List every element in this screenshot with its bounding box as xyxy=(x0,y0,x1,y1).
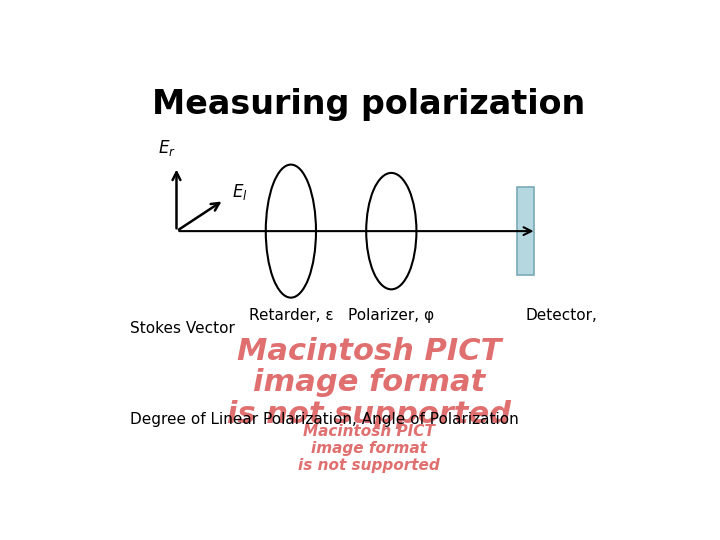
Text: Degree of Linear Polarization, Angle of Polarization: Degree of Linear Polarization, Angle of … xyxy=(130,412,519,427)
Text: is not supported: is not supported xyxy=(298,458,440,472)
Text: $E_l$: $E_l$ xyxy=(233,181,248,201)
Text: $E_r$: $E_r$ xyxy=(158,138,176,158)
Text: image format: image format xyxy=(311,441,427,456)
Text: Detector,: Detector, xyxy=(526,308,597,323)
Text: image format: image format xyxy=(253,368,485,397)
Text: is not supported: is not supported xyxy=(227,400,511,429)
Text: Macintosh PICT: Macintosh PICT xyxy=(237,337,501,366)
Text: Macintosh PICT: Macintosh PICT xyxy=(303,424,435,440)
Bar xyxy=(517,187,534,275)
Text: Retarder, ε: Retarder, ε xyxy=(248,308,333,323)
Text: Polarizer, φ: Polarizer, φ xyxy=(348,308,434,323)
Text: Measuring polarization: Measuring polarization xyxy=(153,87,585,120)
Text: Stokes Vector: Stokes Vector xyxy=(130,321,235,335)
